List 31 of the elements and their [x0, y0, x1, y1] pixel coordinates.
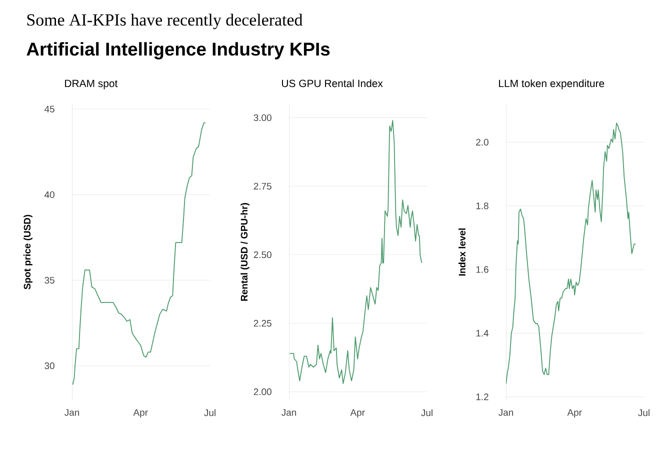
y-tick-label: 2.0: [476, 138, 488, 146]
y-tick-label: 35: [44, 276, 54, 284]
y-tick-label: 3.00: [254, 114, 272, 122]
y-tick-label: 2.50: [254, 251, 272, 258]
x-tick-label: Jan: [282, 409, 296, 416]
text: Some AI-KPIs have recently decelerated: [27, 14, 303, 30]
y-tick-label: 2.75: [254, 182, 272, 190]
y-tick-label: 2.00: [254, 388, 272, 396]
x-tick-label: Jul: [204, 409, 216, 416]
x-tick-label: Apr: [350, 409, 365, 418]
text: Artificial Intelligence Industry KPIs: [26, 42, 330, 60]
x-tick-label: Apr: [567, 409, 582, 418]
chart-title: US GPU Rental Index: [282, 79, 383, 88]
y-tick-label: 1.6: [476, 266, 488, 273]
x-tick-label: Jul: [421, 409, 432, 416]
x-tick-label: Apr: [133, 409, 148, 418]
chart-title: LLM token expenditure: [499, 79, 604, 90]
y-axis-title: Spot price (USD): [24, 214, 32, 290]
y-tick-label: 1.4: [476, 330, 489, 336]
y-tick-label: 1.2: [476, 394, 488, 400]
y-axis-title: Index level: [458, 228, 466, 276]
y-tick-label: 40: [44, 191, 54, 198]
y-tick-label: 2.25: [254, 320, 272, 327]
x-tick-label: Jul: [638, 409, 650, 416]
x-tick-label: Jan: [64, 409, 80, 416]
y-tick-label: 45: [44, 106, 54, 112]
y-tick-label: 30: [44, 362, 54, 370]
y-tick-label: 1.8: [476, 202, 488, 210]
x-tick-label: Jan: [498, 409, 514, 416]
y-axis-title: Rental (USD / GPU-hr): [240, 203, 250, 301]
chart-title: DRAM spot: [65, 80, 118, 90]
